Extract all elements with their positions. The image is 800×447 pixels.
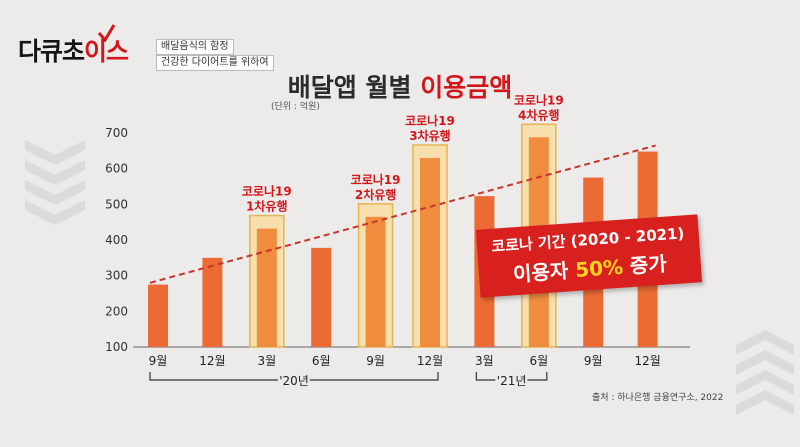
- annotation-line-2: 2차유행: [355, 187, 396, 202]
- x-tick-label: 12월: [417, 354, 443, 368]
- annotation-line-1: 코로나19: [351, 172, 401, 187]
- year-label: '21년: [497, 374, 527, 388]
- y-tick-label: 600: [105, 162, 128, 176]
- year-bracket: [149, 372, 439, 381]
- x-tick-label: 9월: [149, 354, 168, 368]
- y-tick-label: 400: [105, 233, 128, 247]
- annotation-line-2: 4차유행: [518, 107, 559, 122]
- bar: [148, 284, 168, 347]
- bar: [202, 257, 223, 347]
- y-tick-label: 500: [105, 197, 128, 211]
- check-icon: [97, 24, 116, 43]
- bar: [365, 216, 386, 347]
- year-bracket: [475, 372, 548, 381]
- x-tick-label: 12월: [634, 354, 660, 368]
- annotation-line-1: 코로나19: [514, 92, 564, 107]
- y-tick-label: 300: [105, 269, 128, 283]
- annotation-line-1: 코로나19: [405, 113, 455, 128]
- y-tick-label: 200: [105, 304, 128, 318]
- x-tick-label: 9월: [584, 354, 603, 368]
- y-tick-label: 700: [105, 126, 128, 140]
- unit-label: (단위 : 억원): [271, 102, 320, 112]
- year-label: '20년: [279, 374, 309, 388]
- y-tick-label: 100: [105, 340, 128, 354]
- brand-tag-1: 배달음식의 함정: [156, 39, 234, 55]
- x-tick-label: 6월: [312, 354, 331, 368]
- chart-title: 배달앱 월별 이용금액: [287, 73, 513, 102]
- x-tick-label: 12월: [199, 354, 225, 368]
- annotation-line-1: 코로나19: [242, 184, 292, 199]
- x-tick-label: 3월: [257, 354, 276, 368]
- brand-tag-2: 건강한 다이어트를 위하여: [156, 55, 274, 71]
- bar: [311, 247, 332, 347]
- bar: [256, 228, 277, 347]
- bar: [420, 157, 440, 347]
- x-tick-label: 9월: [366, 354, 385, 368]
- brand-logo: 다큐초이스: [18, 37, 129, 66]
- trend-line: [149, 144, 656, 284]
- annotation-line-2: 1차유행: [246, 199, 287, 214]
- x-tick-label: 3월: [475, 354, 494, 368]
- annotation-line-2: 3차유행: [409, 128, 450, 143]
- x-tick-label: 6월: [529, 354, 548, 368]
- source-label: 출처 : 하나은행 금융연구소, 2022: [592, 393, 724, 403]
